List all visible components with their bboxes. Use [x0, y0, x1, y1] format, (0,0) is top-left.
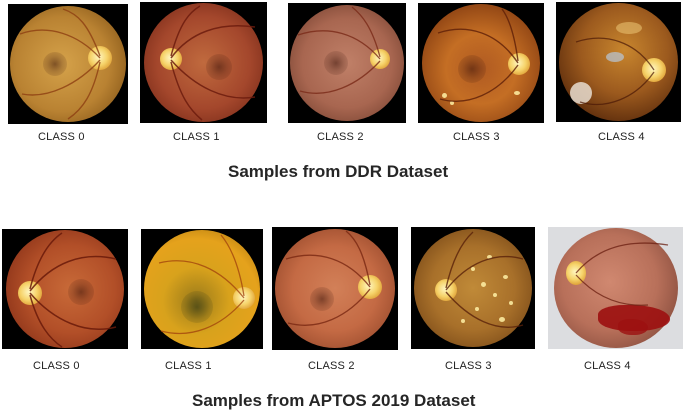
aptos-class4-fundus-image: [548, 227, 683, 349]
ddr-class1-label: CLASS 1: [173, 131, 220, 143]
ddr-class3-label: CLASS 3: [453, 131, 500, 143]
aptos-class0-label: CLASS 0: [33, 360, 80, 372]
ddr-class4-fundus-image: [556, 2, 681, 122]
ddr-class2-label: CLASS 2: [317, 131, 364, 143]
aptos-class4-label: CLASS 4: [584, 360, 631, 372]
ddr-class0-fundus-image: [8, 4, 128, 124]
ddr-class2-fundus-image: [288, 3, 406, 123]
ddr-section-title: Samples from DDR Dataset: [228, 162, 449, 181]
aptos-class3-fundus-image: [411, 227, 535, 349]
aptos-class1-label: CLASS 1: [165, 360, 212, 372]
ddr-class0-label: CLASS 0: [38, 131, 85, 143]
ddr-class4-label: CLASS 4: [598, 131, 645, 143]
aptos-class1-fundus-image: [141, 229, 263, 349]
aptos-class2-fundus-image: [272, 227, 398, 350]
aptos-class3-label: CLASS 3: [445, 360, 492, 372]
aptos-section-title: Samples from APTOS 2019 Dataset: [192, 391, 476, 410]
ddr-class1-fundus-image: [140, 2, 267, 123]
aptos-class0-fundus-image: [2, 229, 128, 349]
aptos-class2-label: CLASS 2: [308, 360, 355, 372]
ddr-class3-fundus-image: [418, 3, 544, 123]
